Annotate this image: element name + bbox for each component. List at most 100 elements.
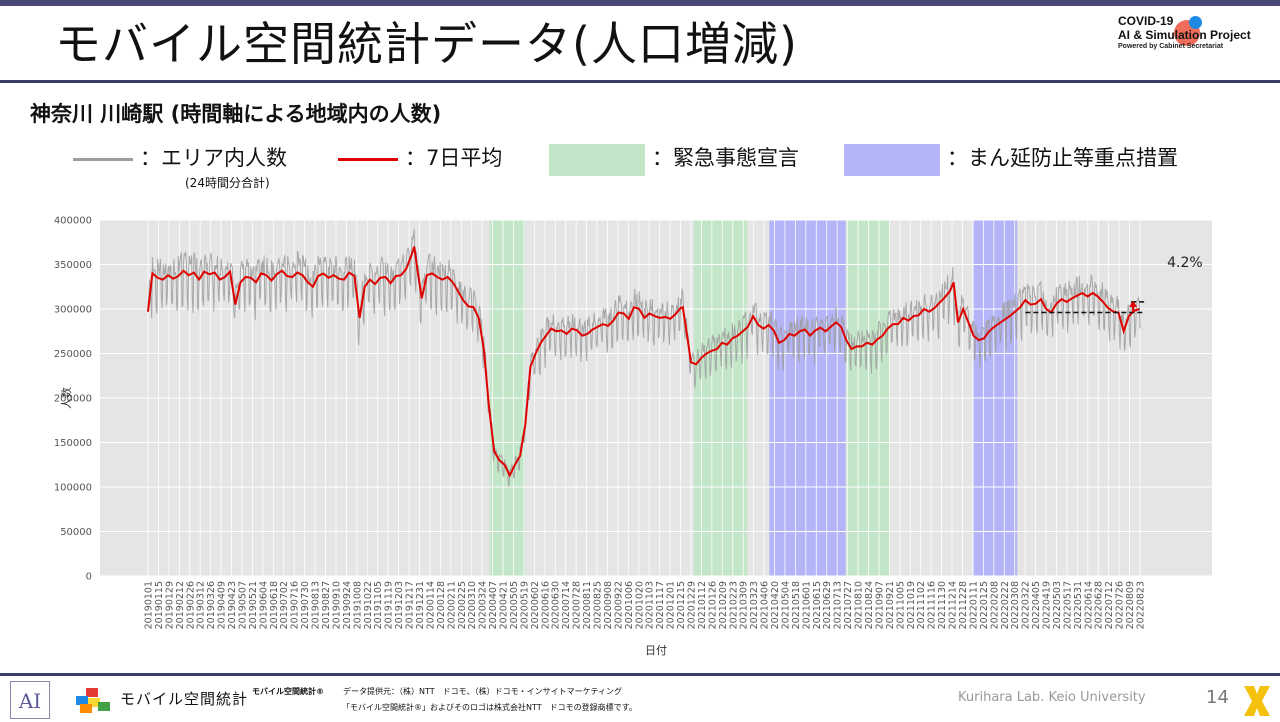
legend-avg-label: ：7日平均 — [405, 146, 503, 170]
x-tick-label: 20191008 — [352, 581, 363, 629]
x-tick-label: 20210615 — [812, 581, 823, 629]
x-tick-label: 20200310 — [467, 581, 478, 629]
x-tick-label: 20191203 — [394, 581, 405, 629]
x-tick-label: 20190129 — [164, 581, 175, 629]
x-tick-label: 20220405 — [1031, 581, 1042, 629]
y-tick-label: 400000 — [54, 216, 92, 227]
legend-area-swatch — [73, 158, 133, 161]
x-tick-label: 20190326 — [206, 581, 217, 629]
y-axis-label: 人数 — [60, 387, 73, 409]
x-tick-label: 20211005 — [895, 581, 906, 629]
x-tick-label: 20190618 — [269, 581, 280, 629]
x-tick-label: 20220125 — [979, 581, 990, 629]
x-tick-label: 20201117 — [655, 581, 666, 629]
legend-emergency-swatch — [549, 144, 645, 176]
x-tick-label: 20210810 — [854, 581, 865, 629]
mobile-stats-logo-icon — [76, 688, 110, 713]
population-chart: 0 50000 100000 150000 200000 250000 300000 3500… — [54, 216, 1212, 657]
x-tick-label: 20200922 — [613, 581, 624, 629]
x-tick-label: 20210629 — [822, 581, 833, 629]
y-tick-label: 350000 — [54, 260, 92, 271]
x-tick-label: 20190423 — [227, 581, 238, 629]
x-tick-label: 20201103 — [645, 581, 656, 629]
x-tick-label: 20210824 — [864, 581, 875, 629]
lab-mark-icon: AI — [10, 681, 50, 719]
x-tick-label: 20220419 — [1042, 581, 1053, 629]
x-tick-label: 20190409 — [217, 581, 228, 629]
x-tick-label: 20200908 — [603, 581, 614, 629]
x-tick-label: 20220517 — [1062, 581, 1073, 629]
x-tick-label: 20191231 — [415, 581, 426, 629]
x-tick-label: 20190115 — [154, 581, 165, 629]
x-tick-label: 20220823 — [1136, 581, 1147, 629]
footer-rule — [0, 673, 1280, 676]
x-tick-label: 20210406 — [760, 581, 771, 629]
x-tick-label: 20200324 — [478, 581, 489, 629]
footer-logo-text: モバイル空間統計 — [120, 690, 249, 708]
y-tick-label: 150000 — [54, 438, 92, 449]
covid-ai-logo: COVID-19 AI & Simulation Project Powered… — [1118, 14, 1278, 74]
x-tick-label: 20190813 — [311, 581, 322, 629]
x-tick-label: 20210223 — [728, 581, 739, 629]
x-tick-label: 20191022 — [363, 581, 374, 629]
x-tick-label: 20200602 — [530, 581, 541, 629]
svg-text:AI: AI — [18, 689, 41, 713]
x-tick-label: 20190730 — [300, 581, 311, 629]
x-tick-label: 20191119 — [384, 581, 395, 629]
x-tick-label: 20191217 — [405, 581, 416, 629]
x-tick-label: 20211116 — [927, 581, 938, 629]
x-tick-label: 20190827 — [321, 581, 332, 629]
x-tick-label: 20220222 — [1000, 581, 1011, 629]
x-tick-label: 20190226 — [185, 581, 196, 629]
x-tick-label: 20210209 — [718, 581, 729, 629]
x-tick-label: 20190702 — [279, 581, 290, 629]
legend-emergency-label: ：緊急事態宣言 — [652, 146, 799, 170]
x-tick-label: 20200128 — [436, 581, 447, 629]
logo-blue-dot — [1189, 16, 1202, 29]
x-tick-label: 20220503 — [1052, 581, 1063, 629]
footer-product: モバイル空間統計® — [252, 687, 324, 696]
x-tick-label: 20200421 — [499, 581, 510, 629]
x-axis-label: 日付 — [645, 644, 667, 657]
x-tick-label: 20211130 — [937, 581, 948, 629]
x-tick-label: 20200407 — [488, 581, 499, 629]
x-tick-label: 20191105 — [373, 581, 384, 629]
x-tick-label: 20200225 — [457, 581, 468, 629]
x-tick-label: 20220809 — [1125, 581, 1136, 629]
x-tick-label: 20200519 — [519, 581, 530, 629]
y-tick-label: 50000 — [60, 527, 92, 538]
annotation-arrowhead — [1129, 300, 1138, 307]
x-tick-label: 20211214 — [948, 581, 959, 629]
x-tick-label: 20200505 — [509, 581, 520, 629]
x-tick-label: 20190716 — [290, 581, 301, 629]
footer-trademark: 「モバイル空間統計®」およびそのロゴは株式会社NTT ドコモの登録商標です。 — [342, 703, 637, 712]
x-tick-label: 20190507 — [237, 581, 248, 629]
x-tick-label: 20200825 — [593, 581, 604, 629]
x-tick-label: 20201229 — [686, 581, 697, 629]
footer-lab: Kurihara Lab. Keio University — [958, 690, 1146, 705]
x-tick-label: 20210518 — [791, 581, 802, 629]
top-accent-bar — [0, 0, 1280, 6]
x-tick-label: 20200616 — [540, 581, 551, 629]
x-tick-label: 20190604 — [258, 581, 269, 629]
x-tick-label: 20210907 — [874, 581, 885, 629]
x-tick-label: 20200211 — [446, 581, 457, 629]
x-brand-icon — [1244, 686, 1270, 716]
x-tick-label: 20220614 — [1083, 581, 1094, 629]
legend-area-label: ：エリア内人数 — [140, 146, 287, 170]
series-7day-average-line — [147, 246, 1140, 478]
x-tick-label: 20190910 — [331, 581, 342, 629]
legend-avg-swatch — [338, 158, 398, 161]
x-tick-label: 20210126 — [707, 581, 718, 629]
x-tick-label: 20220322 — [1021, 581, 1032, 629]
x-tick-label: 20210727 — [843, 581, 854, 629]
footer-source: データ提供元：（株）NTT ドコモ、（株）ドコモ・インサイトマーケティング — [343, 687, 622, 696]
x-tick-label: 20200714 — [561, 581, 572, 629]
x-tick-label: 20190101 — [144, 581, 155, 629]
x-tick-label: 20201006 — [624, 581, 635, 629]
x-tick-label: 20201215 — [676, 581, 687, 629]
chart-area: 0 50000 100000 150000 200000 250000 300000 3500… — [0, 200, 1280, 670]
y-tick-label: 200000 — [54, 394, 92, 405]
legend-area-note: (24時間分合計) — [185, 176, 270, 190]
x-tick-label: 20220111 — [968, 581, 979, 629]
